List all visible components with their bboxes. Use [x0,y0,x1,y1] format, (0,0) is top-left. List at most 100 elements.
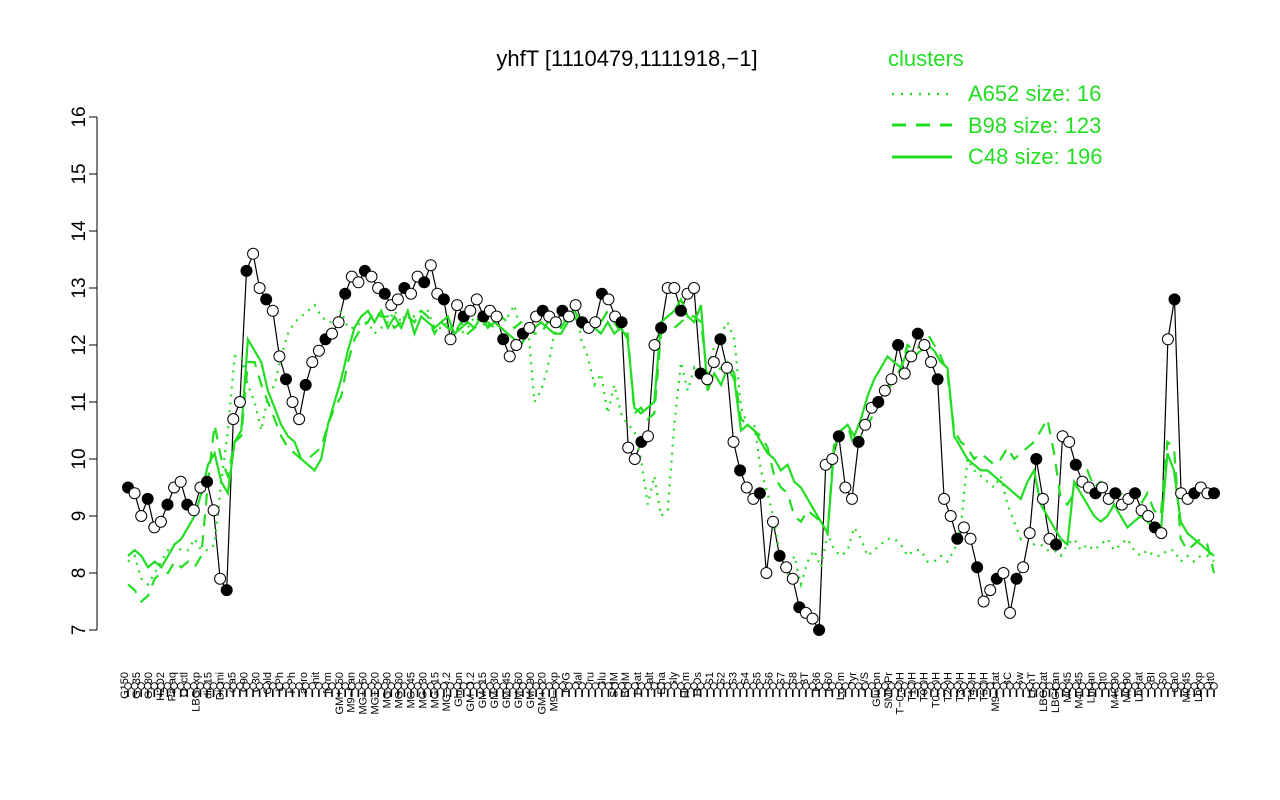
data-point [1063,435,1076,448]
x-tick-label: BI [1145,672,1157,682]
rug-mark [802,682,810,690]
rug-mark [499,682,507,690]
rug-mark [690,682,698,690]
data-point [1050,538,1062,551]
rug-mark [413,682,422,690]
data-point [767,515,779,528]
rug-mark [249,682,257,690]
data-point [602,293,615,306]
x-tick-label: GM+60 [513,672,525,708]
rug-mark [795,682,804,690]
rug-mark [183,682,191,690]
data-point [569,299,582,312]
rug-mark [986,682,994,690]
data-point [911,327,924,340]
rug-mark [288,682,297,690]
rug-mark [756,682,764,690]
rug-mark [1085,682,1093,690]
data-point [523,321,536,334]
data-point [286,396,299,408]
rug-mark [453,682,461,690]
chart-title: yhfT [1110479,1111918,−1] [496,46,757,71]
x-tick-label: MG+30 [417,672,429,708]
rug-mark [176,682,185,690]
rug-mark [315,682,323,690]
rug-mark [1052,682,1060,690]
rug-mark [427,682,435,690]
data-point [1023,527,1036,540]
y-tick-label: 7 [69,625,90,636]
x-tick-label: GM−0.2 [465,672,477,711]
y-tick-label: 9 [69,511,90,522]
data-point [174,475,187,488]
rug-mark [611,682,619,690]
data-point [135,510,148,522]
rug-mark [966,682,975,690]
data-point [299,378,312,391]
rug-mark [775,682,784,690]
data-point [339,287,352,300]
rug-mark [1157,682,1166,690]
points-layer [122,247,1220,636]
rug-mark [841,682,850,690]
x-tick-label: SMMPr [883,672,895,709]
rug-mark [894,682,902,690]
data-point [332,316,345,329]
rug-mark [407,682,415,690]
rug-mark [1006,682,1014,690]
rug-mark [617,682,626,690]
data-point [931,373,944,386]
rug-mark [900,682,909,690]
rug-mark [828,682,837,690]
data-point [260,293,273,306]
rug-mark [196,682,205,690]
rug-mark [479,682,488,690]
rug-mark [1025,682,1034,690]
data-point [615,316,628,329]
series-line-yhft [127,251,1214,633]
x-tick-label: S6 [763,672,775,685]
rug-mark [624,682,632,690]
rug-mark [150,682,159,690]
data-point [859,418,872,431]
x-tick-label: S2 [716,672,728,685]
rug-mark [657,682,665,690]
x-tick-label: S4 [740,672,752,685]
data-point [852,435,865,448]
data-point [1036,492,1049,505]
data-point [892,339,905,351]
rug-mark [242,682,251,690]
data-point [266,304,279,317]
rug-mark [446,682,455,690]
rug-mark [334,682,343,690]
data-point [1168,293,1181,306]
rug-mark [650,682,659,690]
data-point [233,396,246,408]
rug-mark [473,682,481,690]
data-point [1069,458,1082,471]
rug-mark [940,682,948,690]
data-point [885,373,898,386]
rug-mark [960,682,968,690]
rug-mark [716,682,725,690]
data-point [161,498,174,511]
rug-mark [696,682,705,690]
rug-mark [1131,682,1139,690]
data-point [780,561,793,574]
rug-mark [1039,682,1047,690]
data-point [253,282,266,294]
y-axis: 7 8 9 10 11 12 13 14 15 16 [69,106,98,636]
rug-mark [203,682,211,690]
rug-mark [1210,682,1218,690]
rug-mark [571,682,580,690]
rug-mark [1190,682,1199,690]
rug-mark [1032,682,1041,690]
rug-mark [861,682,869,690]
x-tick-label: GM+30 [489,672,501,708]
x-tick-label: MG+90 [382,672,394,708]
rug-mark [1137,682,1146,690]
rug-mark [663,682,672,690]
data-point [1161,333,1174,346]
rug-mark [887,682,896,690]
rug-mark [591,682,600,690]
